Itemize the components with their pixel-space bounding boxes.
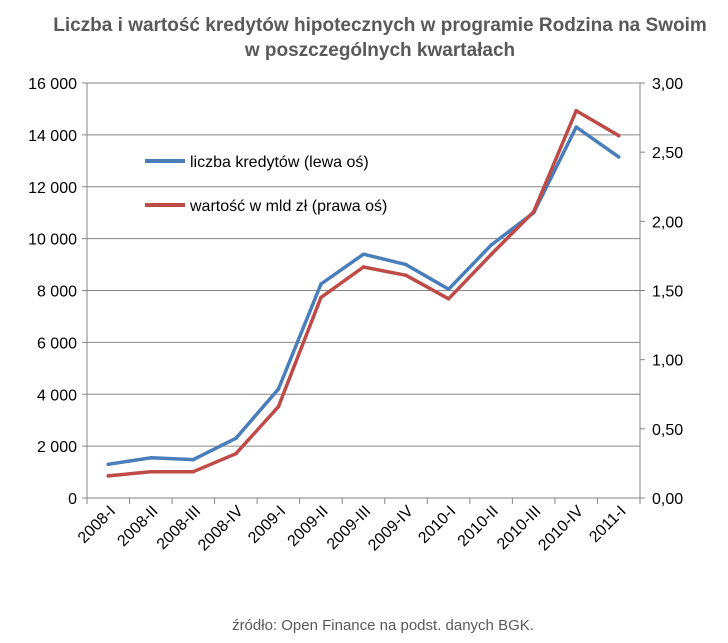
- x-tick-label: 2011-I: [586, 503, 629, 546]
- data-point: [361, 265, 366, 269]
- source-note: źródło: Open Finance na podst. danych BG…: [232, 617, 534, 634]
- x-tick-label: 2008-IV: [195, 503, 247, 555]
- chart-title-line-2: w poszczególnych kwartałach: [244, 40, 515, 61]
- left-tick-label: 10 000: [28, 232, 77, 249]
- gridlines: [87, 82, 640, 447]
- data-point: [574, 108, 578, 113]
- data-point: [106, 462, 111, 467]
- left-axis-ticks: 0 2 000 4 000 6 000 8 000 10 000 12 000 14 000 1…: [28, 76, 87, 508]
- left-tick-label: 16 000: [28, 76, 77, 93]
- right-tick-label: 0,50: [652, 422, 683, 439]
- right-tick-label: 1,00: [652, 353, 683, 370]
- x-tick-label: 2010-IV: [535, 503, 587, 555]
- data-point: [404, 262, 408, 267]
- chart-title-line-1: Liczba i wartość kredytów hipotecznych w…: [53, 15, 707, 36]
- x-tick-label: 2010-III: [494, 503, 544, 553]
- x-tick-label: 2009-III: [324, 503, 374, 553]
- x-tick-label: 2010-I: [415, 503, 459, 547]
- data-point: [446, 297, 451, 301]
- x-tick-label: 2008-III: [154, 503, 204, 553]
- data-point: [489, 252, 493, 257]
- right-axis-ticks: 0,00 0,50 1,00 1,50 2,00 2,50 3,00: [640, 76, 683, 508]
- x-tick-label: 2009-IV: [365, 503, 417, 555]
- data-point: [234, 451, 238, 456]
- data-point: [616, 133, 621, 138]
- data-point: [191, 469, 196, 474]
- right-tick-label: 1,50: [652, 284, 683, 301]
- data-point: [574, 125, 578, 129]
- legend: liczba kredytów (lewa oś) wartość w mld …: [145, 154, 387, 215]
- series: [106, 108, 621, 478]
- data-point: [106, 474, 111, 478]
- data-point: [234, 436, 238, 441]
- data-point: [149, 469, 153, 474]
- left-tick-label: 6 000: [37, 335, 77, 352]
- legend-label-wartosc: wartość w mld zł (prawa oś): [189, 198, 387, 215]
- data-point: [191, 457, 196, 462]
- x-axis-ticks: 2008-I2008-II2008-III2008-IV2009-I2009-I…: [75, 498, 641, 555]
- right-tick-label: 2,00: [652, 214, 683, 231]
- right-tick-label: 3,00: [652, 76, 683, 93]
- data-point: [276, 404, 281, 409]
- data-point: [361, 252, 366, 256]
- left-tick-label: 14 000: [28, 128, 77, 145]
- series-line-0: [106, 125, 621, 467]
- data-point: [404, 273, 408, 278]
- data-point: [149, 455, 153, 460]
- left-tick-label: 4 000: [37, 387, 77, 404]
- legend-label-liczba: liczba kredytów (lewa oś): [190, 154, 369, 171]
- right-tick-label: 2,50: [652, 145, 683, 162]
- data-point: [531, 209, 536, 214]
- left-tick-label: 2 000: [37, 439, 77, 456]
- data-point: [276, 387, 281, 391]
- x-tick-label: 2008-I: [75, 503, 119, 547]
- left-tick-label: 8 000: [37, 284, 77, 301]
- data-point: [489, 243, 493, 247]
- left-tick-label: 0: [68, 491, 77, 508]
- data-point: [616, 155, 621, 159]
- x-tick-label: 2009-I: [245, 503, 289, 547]
- data-point: [446, 287, 451, 292]
- data-point: [319, 282, 323, 286]
- data-point: [319, 295, 323, 300]
- left-tick-label: 12 000: [28, 180, 77, 197]
- right-tick-label: 0,00: [652, 491, 683, 508]
